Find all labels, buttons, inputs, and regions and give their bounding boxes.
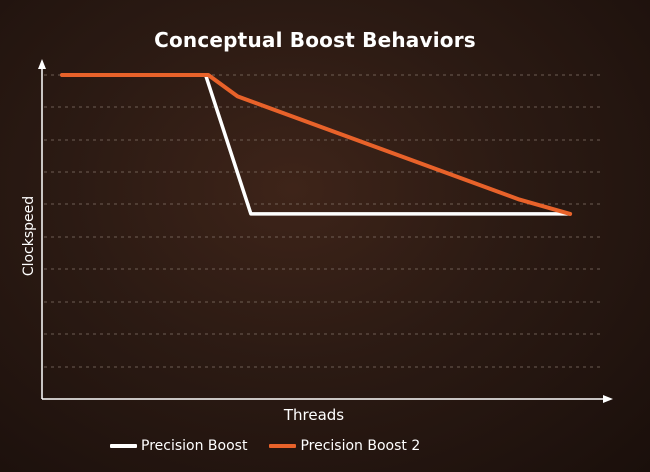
- legend-label-precision-boost-2: Precision Boost 2: [300, 438, 421, 454]
- legend-label-precision-boost: Precision Boost: [141, 438, 248, 454]
- x-axis-label: Threads: [283, 406, 344, 424]
- series-line-precision-boost: [60, 73, 572, 216]
- series-lines: [60, 73, 573, 216]
- y-axis-arrow-icon: [38, 59, 46, 69]
- y-axis-label: Clockspeed: [21, 196, 37, 276]
- axes: [38, 59, 613, 403]
- legend-swatch-precision-boost-2: [269, 444, 297, 448]
- gridlines: [44, 74, 600, 368]
- series-line-precision-boost-2: [60, 73, 573, 216]
- x-axis-arrow-icon: [603, 395, 613, 403]
- chart-title: Conceptual Boost Behaviors: [154, 28, 476, 52]
- legend-item-precision-boost: Precision Boost: [110, 438, 247, 454]
- legend: Precision Boost Precision Boost 2: [110, 438, 420, 454]
- legend-item-precision-boost-2: Precision Boost 2: [269, 438, 420, 454]
- legend-swatch-precision-boost: [110, 444, 137, 448]
